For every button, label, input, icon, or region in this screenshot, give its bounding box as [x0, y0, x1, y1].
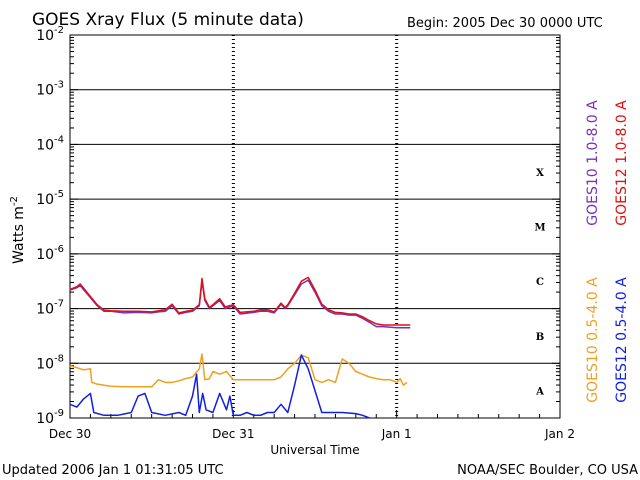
- flare-class-label: M: [534, 223, 545, 234]
- y-axis-label-text: Watts m: [11, 206, 27, 264]
- grid: [70, 35, 560, 418]
- x-axis-label: Universal Time: [270, 443, 359, 457]
- legend-entry: GOES10 1.0-8.0 A: [585, 100, 601, 226]
- y-tick-label: 10-9: [36, 408, 64, 427]
- y-tick-label: 10-3: [36, 80, 64, 99]
- x-tick-label: Dec 30: [49, 427, 91, 441]
- x-tick-label: Jan 2: [544, 427, 575, 441]
- series-group: [69, 276, 411, 419]
- x-tick-label: Jan 1: [381, 427, 412, 441]
- y-tick-label: 10-4: [36, 134, 64, 153]
- x-tick-label: Dec 31: [212, 427, 254, 441]
- y-axis-label-exponent: -2: [9, 196, 20, 206]
- series-line: [69, 276, 411, 326]
- legend: GOES10 1.0-8.0 A GOES12 1.0-8.0 A GOES10 0…: [585, 100, 630, 403]
- plot-area: [69, 34, 561, 419]
- flare-class-label: A: [535, 387, 544, 398]
- y-tick-label: 10-7: [36, 299, 64, 318]
- y-tick-label: 10-8: [36, 353, 64, 372]
- series-line: [69, 279, 411, 329]
- updated-timestamp: Updated 2006 Jan 1 01:31:05 UTC: [2, 463, 224, 478]
- flare-class-label: C: [536, 277, 544, 288]
- flare-class-labels: X M C B A: [534, 168, 545, 398]
- source-credit: NOAA/SEC Boulder, CO USA: [457, 463, 638, 478]
- flare-class-label: X: [536, 168, 544, 179]
- legend-entry: GOES12 1.0-8.0 A: [614, 100, 630, 226]
- y-tick-label: 10-2: [36, 25, 64, 44]
- legend-entry: GOES12 0.5-4.0 A: [614, 277, 630, 403]
- chart-title: GOES Xray Flux (5 minute data): [32, 10, 304, 30]
- x-axis-ticks: Dec 30 Dec 31 Jan 1 Jan 2: [49, 410, 575, 441]
- flare-class-label: B: [536, 332, 544, 343]
- y-tick-label: 10-5: [36, 189, 64, 208]
- y-tick-label: 10-6: [36, 244, 64, 263]
- begin-label: Begin: 2005 Dec 30 0000 UTC: [407, 16, 603, 31]
- y-axis-label: Watts m-2: [9, 196, 27, 264]
- legend-entry: GOES10 0.5-4.0 A: [585, 277, 601, 403]
- svg-text:Watts m-2: Watts m-2: [9, 196, 27, 264]
- series-line: [69, 354, 370, 419]
- series-line: [69, 353, 408, 388]
- y-axis-ticks: 10-2 10-3 10-4 10-5 10-6 10-7 10-8 10-9: [36, 25, 560, 427]
